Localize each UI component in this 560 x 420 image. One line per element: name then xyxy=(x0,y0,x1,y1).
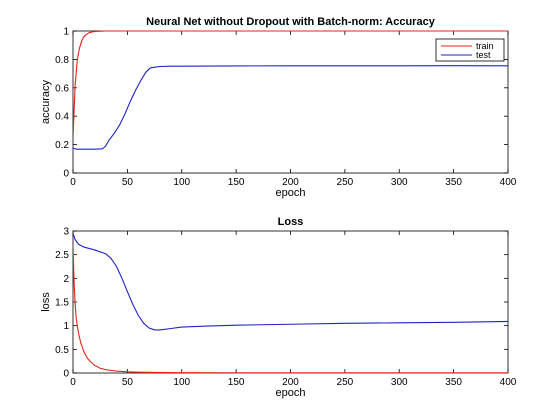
y-tick-label: 0.6 xyxy=(55,83,69,94)
x-tick-label: 300 xyxy=(391,377,408,388)
x-tick-label: 100 xyxy=(173,377,190,388)
y-tick-label: 0 xyxy=(63,169,69,180)
x-tick-label: 200 xyxy=(282,377,299,388)
y-tick-label: 0.5 xyxy=(55,345,69,356)
loss-chart: 0 50 100 150 200 250 300 350 400 0 0.5 1 1.5 2 2.5 3 Los… xyxy=(40,216,517,399)
x-tick-label: 250 xyxy=(337,377,354,388)
x-tick-label: 350 xyxy=(445,177,462,188)
x-axis-label: epoch xyxy=(276,387,306,399)
legend-label: test xyxy=(476,50,491,60)
y-tick-label: 3 xyxy=(63,227,69,238)
y-tick-label: 0.8 xyxy=(55,55,69,66)
y-tick-label: 0.2 xyxy=(55,140,69,151)
series-line-train xyxy=(73,30,508,138)
x-tick-label: 50 xyxy=(122,377,134,388)
x-tick-label: 100 xyxy=(173,177,190,188)
x-tick-label: 400 xyxy=(500,177,517,188)
x-tick-label: 50 xyxy=(122,177,134,188)
series-line-test xyxy=(73,65,508,150)
accuracy-chart: 0 50 100 150 200 250 300 350 400 0 0.2 0.4 0.6 0.8 1 Ne… xyxy=(40,16,517,199)
y-tick-label: 2 xyxy=(63,274,69,285)
x-tick-label: 0 xyxy=(70,177,76,188)
x-tick-label: 250 xyxy=(337,177,354,188)
y-tick-label: 1 xyxy=(63,27,69,38)
x-tick-label: 300 xyxy=(391,177,408,188)
x-axis-label: epoch xyxy=(276,187,306,199)
series-group xyxy=(73,30,508,150)
y-axis-label: accuracy xyxy=(40,79,52,124)
x-tick-label: 150 xyxy=(228,177,245,188)
y-tick-label: 1 xyxy=(63,321,69,332)
chart-title: Neural Net without Dropout with Batch-no… xyxy=(146,16,436,28)
legend-label: train xyxy=(476,41,494,51)
y-tick-label: 1.5 xyxy=(55,298,69,309)
y-tick-label: 0 xyxy=(63,369,69,380)
y-tick-label: 2.5 xyxy=(55,250,69,261)
x-tick-label: 0 xyxy=(70,377,76,388)
chart-title: Loss xyxy=(278,216,304,228)
x-tick-label: 350 xyxy=(445,377,462,388)
x-tick-label: 150 xyxy=(228,377,245,388)
plot-area xyxy=(72,230,509,374)
x-tick-label: 400 xyxy=(500,377,517,388)
x-tick-label: 200 xyxy=(282,177,299,188)
y-tick-label: 0.4 xyxy=(55,112,69,123)
series-group xyxy=(73,233,508,374)
series-line-test xyxy=(73,233,508,331)
y-axis-label: loss xyxy=(40,292,52,312)
legend-box xyxy=(435,38,505,62)
series-line-train xyxy=(73,245,508,374)
plot-area xyxy=(72,30,509,174)
